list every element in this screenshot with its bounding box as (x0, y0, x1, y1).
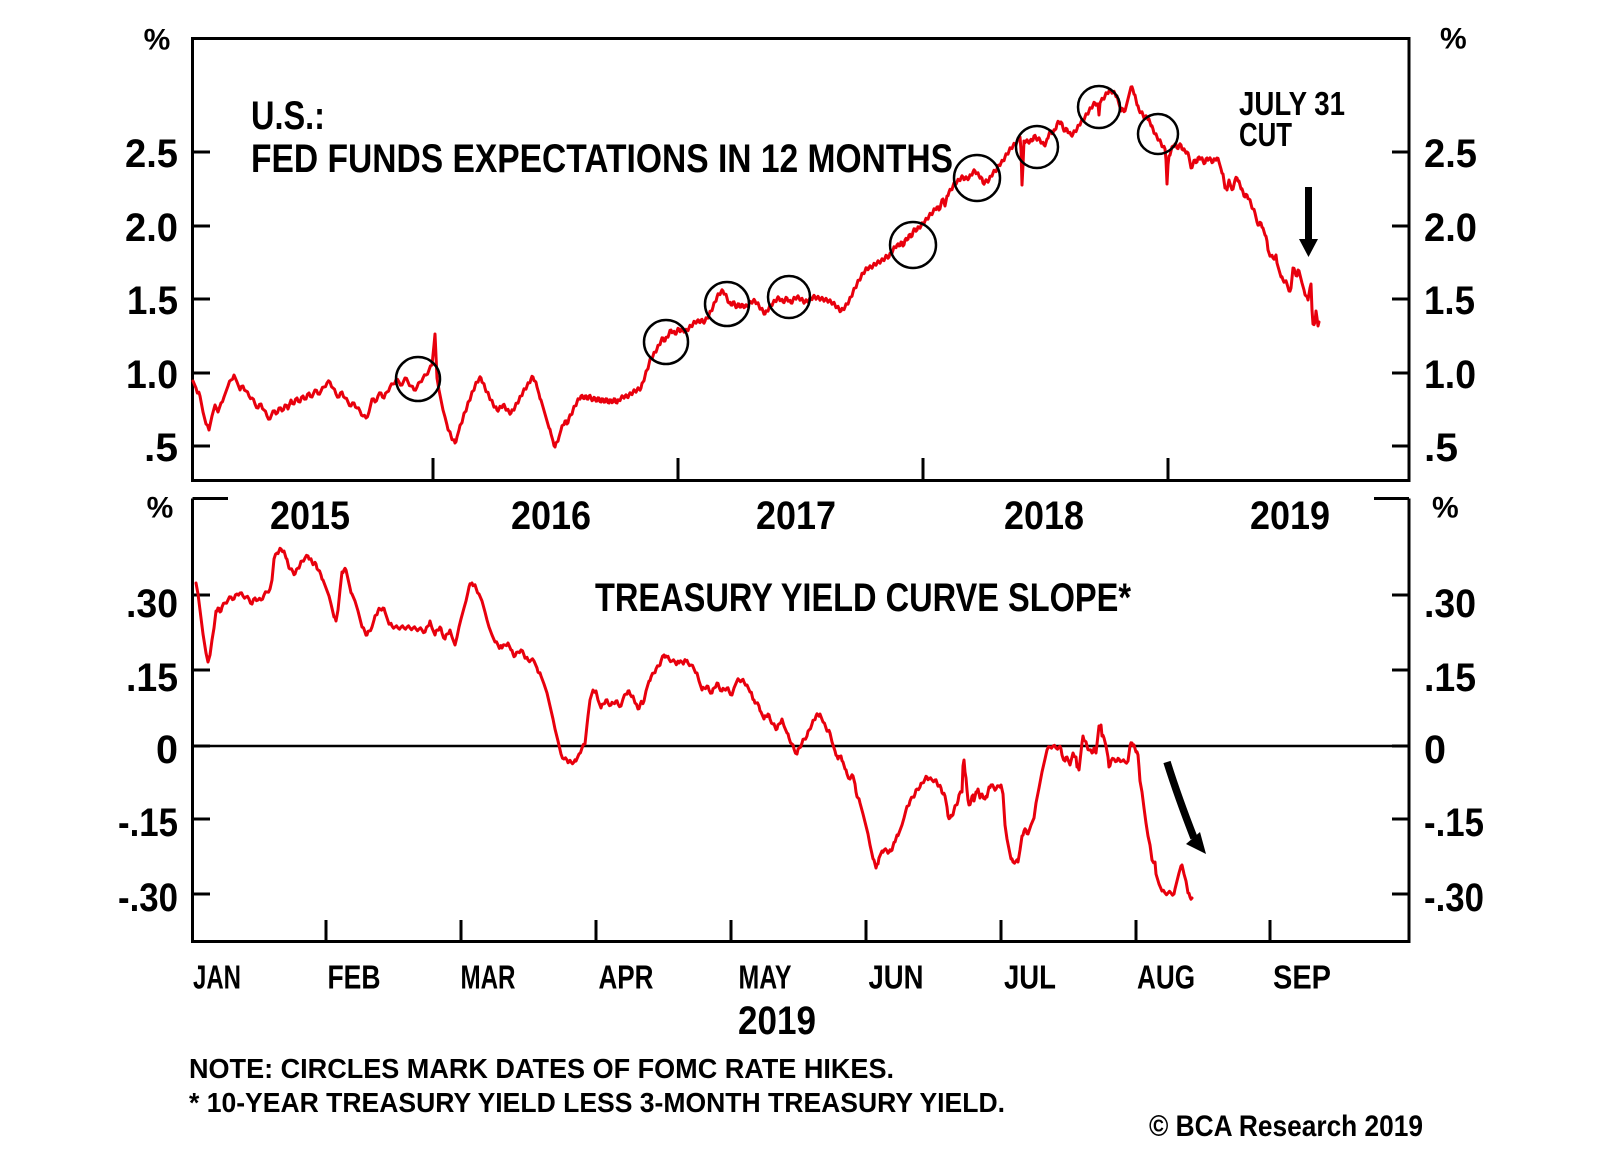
svg-text:%: % (1432, 492, 1459, 525)
svg-text:TREASURY YIELD CURVE SLOPE*: TREASURY YIELD CURVE SLOPE* (595, 576, 1131, 620)
svg-text:2.0: 2.0 (1424, 206, 1477, 250)
svg-text:2019: 2019 (1250, 494, 1330, 538)
svg-text:-.30: -.30 (118, 876, 178, 920)
svg-text:FEB: FEB (328, 959, 381, 996)
svg-text:-.30: -.30 (1424, 876, 1484, 920)
svg-text:FED FUNDS EXPECTATIONS IN 12 M: FED FUNDS EXPECTATIONS IN 12 MONTHS (251, 137, 953, 181)
svg-text:2.0: 2.0 (125, 206, 178, 250)
svg-text:0: 0 (156, 728, 178, 772)
svg-text:JUN: JUN (869, 959, 924, 996)
svg-text:-.15: -.15 (1424, 801, 1484, 845)
svg-text:MAR: MAR (461, 959, 516, 996)
svg-text:2.5: 2.5 (125, 132, 178, 176)
svg-text:JULY 31: JULY 31 (1239, 85, 1345, 122)
svg-text:2.5: 2.5 (1424, 132, 1477, 176)
svg-text:2015: 2015 (270, 494, 350, 538)
svg-text:2017: 2017 (756, 494, 836, 538)
svg-text:1.0: 1.0 (126, 353, 178, 397)
svg-text:%: % (147, 492, 174, 525)
svg-text:2019: 2019 (738, 999, 816, 1043)
svg-text:.5: .5 (1424, 426, 1458, 470)
svg-text:* 10-YEAR TREASURY YIELD LESS: * 10-YEAR TREASURY YIELD LESS 3-MONTH TR… (189, 1087, 1005, 1118)
svg-text:1.0: 1.0 (1424, 353, 1476, 397)
svg-text:%: % (1440, 23, 1467, 56)
svg-text:NOTE: CIRCLES MARK DATES OF FO: NOTE: CIRCLES MARK DATES OF FOMC RATE HI… (189, 1053, 894, 1084)
svg-text:SEP: SEP (1273, 959, 1331, 996)
svg-text:2018: 2018 (1004, 494, 1084, 538)
svg-text:© BCA Research 2019: © BCA Research 2019 (1149, 1110, 1423, 1143)
svg-text:JAN: JAN (193, 959, 241, 996)
svg-text:.15: .15 (126, 656, 178, 700)
svg-text:2016: 2016 (511, 494, 591, 538)
svg-text:.30: .30 (1424, 582, 1476, 626)
svg-text:MAY: MAY (739, 959, 792, 996)
svg-text:1.5: 1.5 (1424, 279, 1475, 323)
svg-text:JUL: JUL (1004, 959, 1056, 996)
svg-text:0: 0 (1424, 728, 1446, 772)
svg-text:.30: .30 (126, 582, 178, 626)
svg-text:AUG: AUG (1137, 959, 1195, 996)
svg-text:CUT: CUT (1239, 116, 1292, 153)
svg-text:APR: APR (599, 959, 654, 996)
svg-text:1.5: 1.5 (127, 279, 178, 323)
svg-text:%: % (144, 24, 171, 57)
svg-text:-.15: -.15 (118, 801, 178, 845)
svg-text:U.S.:: U.S.: (251, 94, 325, 138)
svg-text:.15: .15 (1424, 656, 1476, 700)
svg-text:.5: .5 (144, 426, 178, 470)
